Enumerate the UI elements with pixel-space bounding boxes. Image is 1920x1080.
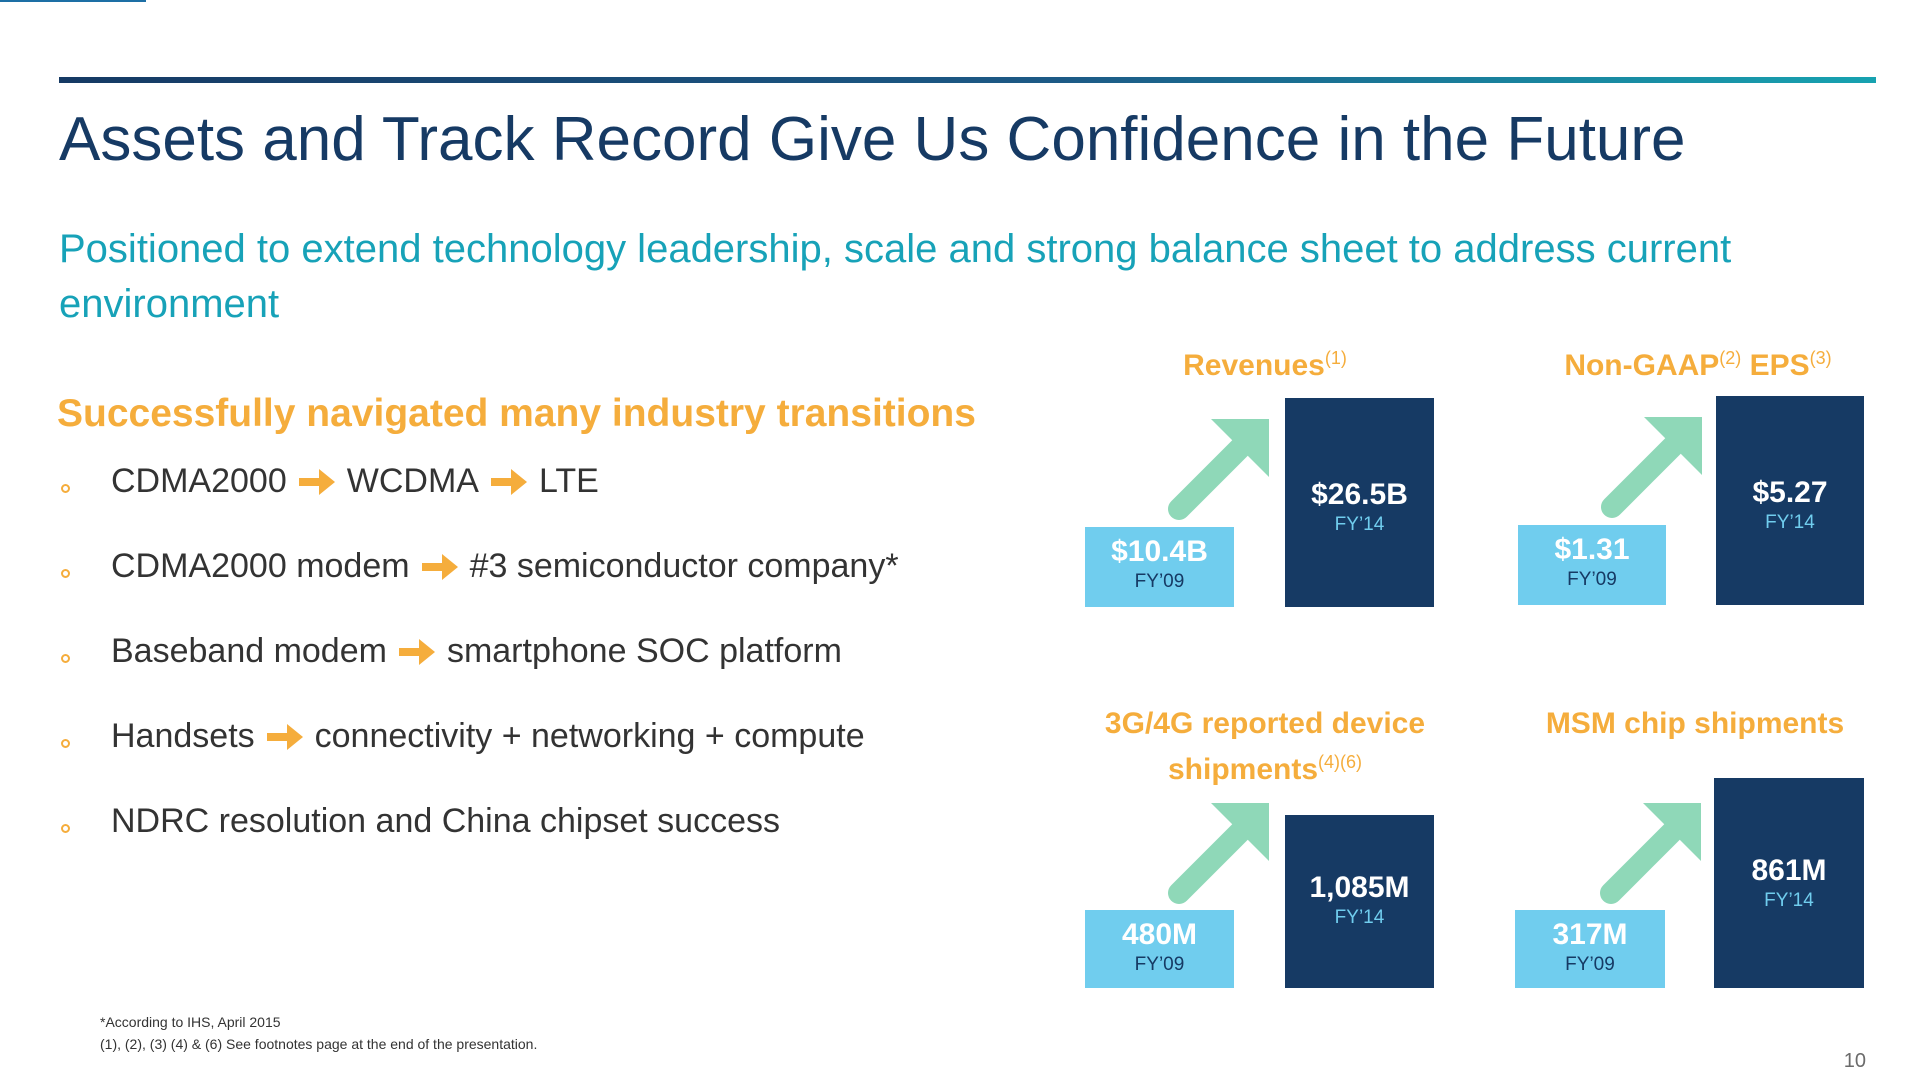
bullet-dot-icon [61, 484, 70, 493]
bullet-dot-icon [61, 654, 70, 663]
revenues-panel: Revenues(1) $10.4B FY’09 $26.5B FY’14 [1085, 335, 1445, 610]
footnote-source: *According to IHS, April 2015 [100, 1014, 281, 1030]
panel-title: Non-GAAP(2) EPS(3) [1564, 348, 1832, 382]
eps-panel: Non-GAAP(2) EPS(3) $1.31 FY’09 $5.27 FY’… [1518, 335, 1878, 610]
fy14-label: FY’14 [1334, 907, 1385, 928]
list-item: CDMA2000 modem #3 semiconductor company* [57, 547, 899, 632]
right-arrow-icon [398, 638, 435, 665]
fy14-value: $5.27 [1752, 476, 1828, 509]
fy14-value-box: 1,085M FY’14 [1285, 815, 1434, 988]
fy09-value: $1.31 [1554, 533, 1630, 566]
list-item: Handsets connectivity + networking + com… [57, 717, 899, 802]
bullet-part: #3 semiconductor company* [469, 547, 899, 585]
fy09-label: FY’09 [1134, 954, 1185, 975]
fy14-label: FY’14 [1764, 890, 1814, 911]
fy14-label: FY’14 [1334, 514, 1385, 535]
list-item: NDRC resolution and China chipset succes… [57, 802, 899, 887]
fy14-value: 861M [1751, 854, 1827, 887]
growth-arrow-icon [1601, 417, 1702, 518]
bullet-part: Handsets [111, 717, 255, 755]
growth-arrow-icon [1168, 419, 1269, 520]
panel-title: MSM chip shipments [1545, 707, 1845, 740]
msm-shipments-panel: MSM chip shipments 317M FY’09 861M FY’14 [1515, 703, 1875, 988]
fy14-value-box: $5.27 FY’14 [1716, 396, 1864, 605]
slide-subtitle: Positioned to extend technology leadersh… [59, 227, 1732, 326]
fy09-value-box: $10.4B FY’09 [1085, 527, 1234, 607]
panel-title: Revenues(1) [1183, 348, 1347, 382]
right-arrow-icon [266, 723, 303, 750]
fy14-label: FY’14 [1765, 512, 1815, 533]
header-rule [59, 77, 1876, 83]
right-arrow-icon [490, 468, 527, 495]
fy09-value: 480M [1121, 918, 1198, 951]
transition-list: CDMA2000 WCDMA LTE CDMA2000 modem #3 sem… [57, 462, 899, 887]
fy14-value-box: 861M FY’14 [1714, 778, 1864, 988]
bullet-part: CDMA2000 [111, 462, 287, 500]
bullet-dot-icon [61, 824, 70, 833]
fy09-label: FY’09 [1565, 954, 1615, 975]
bullet-part: CDMA2000 modem [111, 547, 410, 585]
fy09-value-box: $1.31 FY’09 [1518, 525, 1666, 605]
growth-arrow-icon [1168, 803, 1269, 904]
panel-title: 3G/4G reported device shipments(4)(6) [1104, 707, 1426, 786]
footnote-references: (1), (2), (3) (4) & (6) See footnotes pa… [100, 1036, 538, 1052]
bullet-part: LTE [538, 462, 599, 500]
bullet-part: smartphone SOC platform [446, 632, 842, 670]
fy14-value: $26.5B [1311, 478, 1408, 511]
list-item: Baseband modem smartphone SOC platform [57, 632, 899, 717]
fy09-value: $10.4B [1111, 535, 1208, 568]
section-heading: Successfully navigated many industry tra… [57, 392, 976, 435]
page-number: 10 [1843, 1050, 1866, 1072]
bullet-part: NDRC resolution and China chipset succes… [111, 802, 780, 840]
fy09-value-box: 317M FY’09 [1515, 910, 1665, 988]
right-arrow-icon [298, 468, 335, 495]
bullet-part: connectivity + networking + compute [314, 717, 865, 755]
slide-title: Assets and Track Record Give Us Confiden… [59, 105, 1686, 174]
bullet-dot-icon [61, 739, 70, 748]
device-shipments-panel: 3G/4G reported device shipments(4)(6) 48… [1085, 703, 1445, 988]
fy09-value: 317M [1552, 918, 1628, 951]
bullet-dot-icon [61, 569, 70, 578]
bullet-part: Baseband modem [111, 632, 387, 670]
right-arrow-icon [421, 553, 458, 580]
growth-arrow-icon [1600, 803, 1701, 904]
corner-accent [0, 0, 146, 2]
fy14-value-box: $26.5B FY’14 [1285, 398, 1434, 607]
fy14-value: 1,085M [1309, 871, 1410, 904]
fy09-label: FY’09 [1134, 571, 1185, 592]
bullet-part: WCDMA [346, 462, 479, 500]
fy09-value-box: 480M FY’09 [1085, 910, 1234, 988]
fy09-label: FY’09 [1567, 569, 1617, 590]
list-item: CDMA2000 WCDMA LTE [57, 462, 899, 547]
